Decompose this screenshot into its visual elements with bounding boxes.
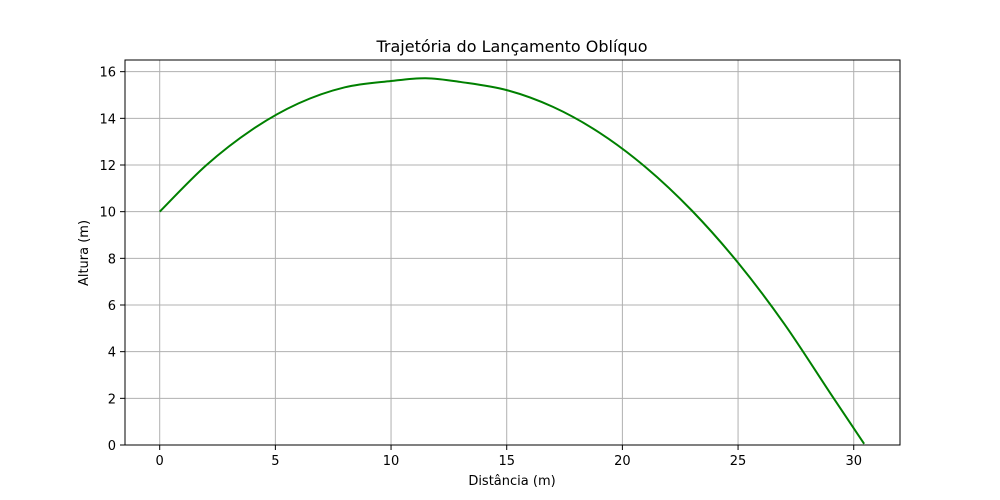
y-tick-label: 10 bbox=[99, 206, 116, 221]
x-tick-label: 0 bbox=[156, 454, 164, 469]
x-tick-label: 20 bbox=[614, 454, 631, 469]
x-axis-label: Distância (m) bbox=[468, 474, 555, 489]
plot-series bbox=[158, 77, 865, 445]
y-tick-label: 2 bbox=[108, 392, 116, 407]
x-tick-label: 5 bbox=[271, 454, 279, 469]
x-tick-label: 25 bbox=[730, 454, 747, 469]
y-tick-label: 12 bbox=[99, 159, 116, 174]
y-tick-label: 16 bbox=[99, 66, 116, 81]
x-tick-label: 10 bbox=[383, 454, 400, 469]
y-tick-label: 6 bbox=[108, 299, 116, 314]
y-tick-label: 8 bbox=[108, 252, 116, 267]
trajectory-line bbox=[158, 77, 865, 445]
x-tick-label: 15 bbox=[498, 454, 515, 469]
y-tick-label: 4 bbox=[108, 346, 116, 361]
plot-frame bbox=[124, 59, 901, 446]
chart-title: Trajetória do Lançamento Oblíquo bbox=[375, 37, 647, 56]
y-axis-label: Altura (m) bbox=[77, 220, 92, 286]
y-tick-label: 14 bbox=[99, 112, 116, 127]
y-tick-label: 0 bbox=[108, 439, 116, 454]
grid bbox=[125, 60, 900, 446]
x-tick-label: 30 bbox=[845, 454, 862, 469]
axis-ticks: 0 5 10 15 20 25 30 0 2 4 6 8 10 12 14 16 bbox=[99, 66, 862, 469]
